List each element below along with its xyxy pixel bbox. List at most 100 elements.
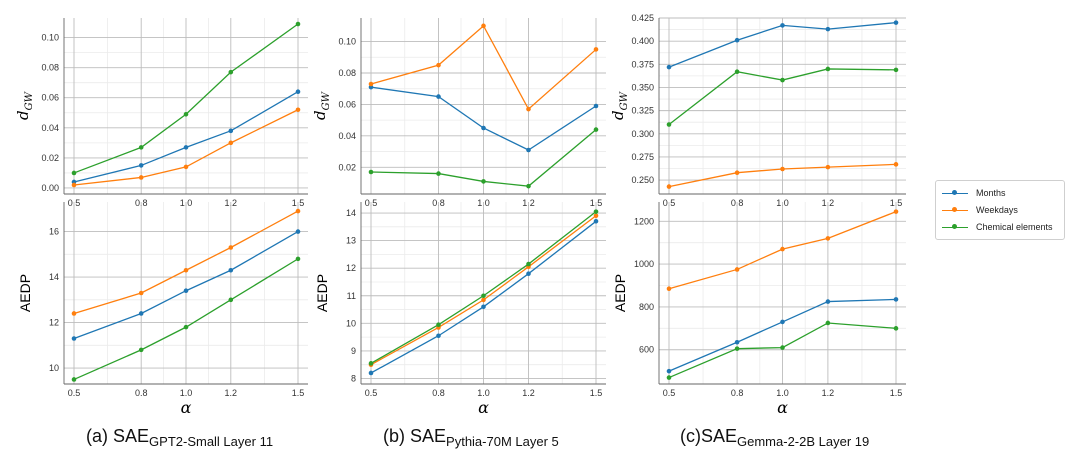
chart-panel-b-bottom: 8 9 10 11 12 13 14 0.5 0.8 1.0 1.2 1.5 AEDP α bbox=[314, 202, 606, 417]
data-point-weekdays bbox=[183, 267, 189, 273]
data-point-chemical-elements bbox=[526, 183, 531, 189]
y-axis-label-subscript: GW bbox=[321, 91, 332, 110]
data-point-chemical-elements bbox=[368, 169, 374, 175]
legend: Months Weekdays Chemical elements bbox=[935, 180, 1065, 240]
y-axis-label: AEDP bbox=[314, 274, 330, 312]
caption-a: (a) SAEGPT2-Small Layer 11 bbox=[86, 426, 273, 449]
data-point-weekdays bbox=[228, 245, 234, 250]
chart-panel-a-top: 0.000.020.040.060.080.100.5 0.8 1.0 1.2 1.5d… bbox=[14, 18, 308, 208]
data-point-months bbox=[825, 26, 831, 32]
data-point-chemical-elements bbox=[71, 377, 77, 382]
data-point-chemical-elements bbox=[825, 320, 831, 326]
data-point-months bbox=[228, 128, 234, 134]
data-point-months bbox=[526, 147, 531, 153]
data-point-months bbox=[71, 336, 77, 341]
data-point-chemical-elements bbox=[593, 127, 599, 132]
data-point-months bbox=[593, 103, 599, 109]
data-point-chemical-elements bbox=[183, 111, 189, 117]
y-tick-label: 0.04 bbox=[41, 123, 59, 133]
data-point-chemical-elements bbox=[138, 347, 144, 353]
legend-item-months: Months bbox=[942, 186, 1006, 200]
y-axis-label: dGW bbox=[311, 91, 332, 120]
data-point-chemical-elements bbox=[481, 293, 486, 299]
data-point-weekdays bbox=[138, 290, 144, 296]
legend-swatch bbox=[942, 206, 968, 212]
data-point-chemical-elements bbox=[368, 361, 374, 366]
data-point-months bbox=[825, 299, 831, 304]
data-point-months bbox=[666, 64, 672, 70]
y-axis-label-main: d bbox=[609, 110, 627, 120]
data-point-months bbox=[295, 89, 301, 95]
data-point-chemical-elements bbox=[71, 170, 77, 176]
data-point-weekdays bbox=[734, 170, 740, 175]
data-point-months bbox=[295, 229, 301, 234]
data-point-months bbox=[368, 84, 374, 90]
data-point-weekdays bbox=[666, 184, 672, 189]
y-axis-label-subscript: GW bbox=[619, 91, 630, 110]
x-tick-label: 0.5 bbox=[365, 388, 378, 398]
x-tick-label: 1.2 bbox=[225, 388, 238, 398]
data-point-chemical-elements bbox=[734, 69, 740, 75]
data-point-weekdays bbox=[138, 175, 144, 180]
y-tick-label: 0.400 bbox=[631, 36, 654, 46]
y-tick-label: 0.06 bbox=[338, 99, 356, 109]
y-axis-label: dGW bbox=[14, 91, 35, 120]
chart-panel-a-bottom: 10 12 14 16 0.5 0.8 1.0 1.2 1.5 AEDP α bbox=[17, 202, 308, 417]
data-point-months bbox=[183, 145, 189, 150]
data-point-months bbox=[183, 288, 189, 294]
y-tick-label: 0.06 bbox=[41, 93, 59, 103]
data-point-weekdays bbox=[295, 208, 301, 214]
data-point-weekdays bbox=[481, 297, 486, 303]
chart-panel-c-top: 0.250 0.275 0.300 0.325 0.350 0.375 0.400 0.425… bbox=[609, 13, 906, 208]
legend-swatch bbox=[942, 223, 968, 229]
legend-swatch bbox=[942, 189, 968, 195]
data-point-chemical-elements bbox=[183, 324, 189, 330]
x-axis-label: α bbox=[181, 398, 192, 417]
data-point-weekdays bbox=[666, 286, 672, 292]
y-tick-label: 0.350 bbox=[631, 82, 654, 92]
x-tick-label: 1.0 bbox=[477, 388, 490, 398]
data-point-months bbox=[734, 37, 740, 43]
y-tick-label: 0.275 bbox=[631, 152, 654, 162]
caption-a-subscript: GPT2-Small Layer 11 bbox=[149, 434, 274, 449]
y-tick-label: 0.325 bbox=[631, 106, 654, 116]
data-point-chemical-elements bbox=[825, 66, 831, 72]
data-point-months bbox=[436, 333, 441, 339]
y-tick-label: 10 bbox=[49, 363, 59, 373]
data-point-weekdays bbox=[780, 166, 785, 172]
data-point-chemical-elements bbox=[780, 345, 785, 350]
y-axis-label: AEDP bbox=[17, 274, 33, 312]
data-point-weekdays bbox=[893, 209, 899, 214]
data-point-months bbox=[780, 319, 785, 325]
y-tick-label: 12 bbox=[49, 318, 59, 328]
data-point-months bbox=[481, 125, 486, 131]
data-point-weekdays bbox=[593, 47, 599, 52]
caption-a-prefix: (a) SAE bbox=[86, 426, 150, 446]
data-point-months bbox=[481, 304, 486, 310]
y-tick-label: 14 bbox=[49, 272, 59, 282]
data-point-chemical-elements bbox=[436, 171, 441, 176]
data-point-months bbox=[526, 271, 531, 276]
y-tick-label: 0.375 bbox=[631, 59, 654, 69]
caption-c: (c)SAEGemma-2-2B Layer 19 bbox=[680, 426, 869, 449]
x-tick-label: 0.5 bbox=[663, 388, 676, 398]
y-tick-label: 0.10 bbox=[41, 33, 59, 43]
data-point-chemical-elements bbox=[780, 77, 785, 83]
y-tick-label: 0.300 bbox=[631, 129, 654, 139]
x-tick-label: 1.5 bbox=[590, 388, 603, 398]
y-tick-label: 0.00 bbox=[41, 183, 59, 193]
data-point-weekdays bbox=[893, 162, 899, 167]
data-point-weekdays bbox=[183, 164, 189, 170]
data-point-months bbox=[593, 219, 599, 224]
legend-item-weekdays: Weekdays bbox=[942, 203, 1018, 217]
data-point-weekdays bbox=[71, 182, 77, 188]
y-axis-label: dGW bbox=[609, 91, 630, 120]
y-axis-label-subscript: GW bbox=[24, 91, 35, 110]
y-tick-label: 14 bbox=[346, 208, 356, 218]
data-point-chemical-elements bbox=[436, 322, 441, 328]
data-point-weekdays bbox=[780, 246, 785, 252]
x-tick-label: 1.0 bbox=[180, 388, 193, 398]
data-point-weekdays bbox=[71, 311, 77, 316]
y-tick-label: 0.02 bbox=[338, 162, 356, 172]
